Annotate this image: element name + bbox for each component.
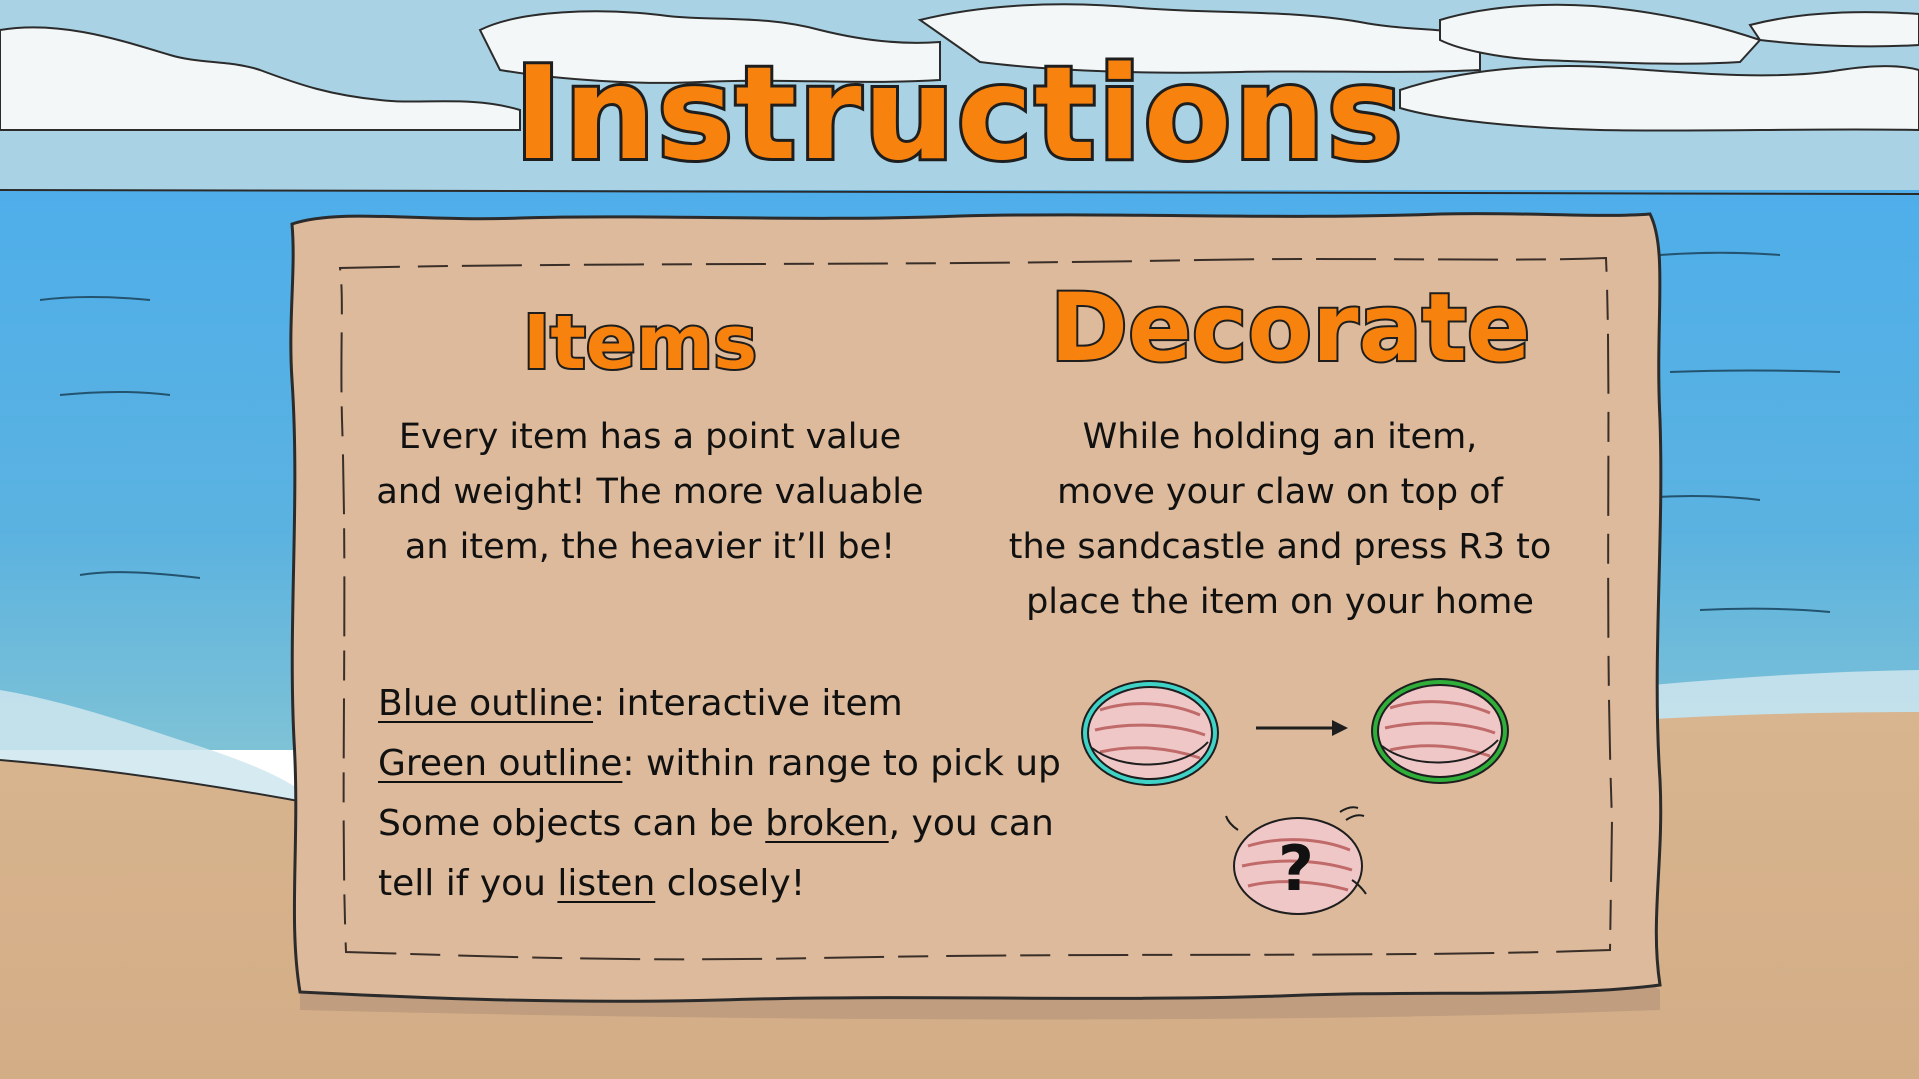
green-outline-term: Green outline <box>378 743 623 784</box>
decorate-line-2: move your claw on top of <box>1057 472 1503 512</box>
green-outline-desc: : within range to pick up <box>622 743 1061 784</box>
blue-outline-desc: : interactive item <box>593 683 903 724</box>
items-description: Every item has a point value and weight!… <box>360 410 940 575</box>
decorate-line-4: place the item on your home <box>1026 582 1534 622</box>
page-title: Instructions <box>511 37 1406 192</box>
items-heading: Items <box>521 298 759 388</box>
right-arrow-icon <box>1256 720 1348 736</box>
hint-broken: Some objects can be broken, you can <box>378 794 1061 854</box>
decorate-line-3: the sandcastle and press R3 to <box>1008 527 1552 567</box>
listen-term: listen <box>557 863 656 904</box>
items-line-1: Every item has a point value <box>398 417 902 457</box>
hint-listen: tell if you listen closely! <box>378 854 1061 914</box>
hint-green-outline: Green outline: within range to pick up <box>378 734 1061 794</box>
outline-hints: Blue outline: interactive item Green out… <box>378 674 1061 914</box>
question-mark: ? <box>1278 832 1314 905</box>
decorate-heading: Decorate <box>1048 272 1533 385</box>
hint-blue-outline: Blue outline: interactive item <box>378 674 1061 734</box>
sea-waves <box>39 251 1841 613</box>
listen-pre: tell if you <box>378 863 558 904</box>
shell-green-outline <box>1371 678 1509 784</box>
clouds <box>0 3 1919 132</box>
decorate-description: While holding an item, move your claw on… <box>990 410 1570 630</box>
broken-post: , you can <box>888 803 1054 844</box>
broken-pre: Some objects can be <box>378 803 766 844</box>
shell-broken: ? <box>1225 806 1367 915</box>
listen-post: closely! <box>655 863 806 904</box>
decorate-line-1: While holding an item, <box>1082 417 1478 457</box>
shell-blue-outline <box>1081 680 1219 786</box>
blue-outline-term: Blue outline <box>378 683 594 724</box>
parchment-panel <box>289 212 1663 1003</box>
broken-term: broken <box>765 803 889 844</box>
items-line-2: and weight! The more valuable <box>376 472 924 512</box>
parchment-inner-border <box>338 256 1614 961</box>
items-line-3: an item, the heavier it’ll be! <box>404 527 896 567</box>
